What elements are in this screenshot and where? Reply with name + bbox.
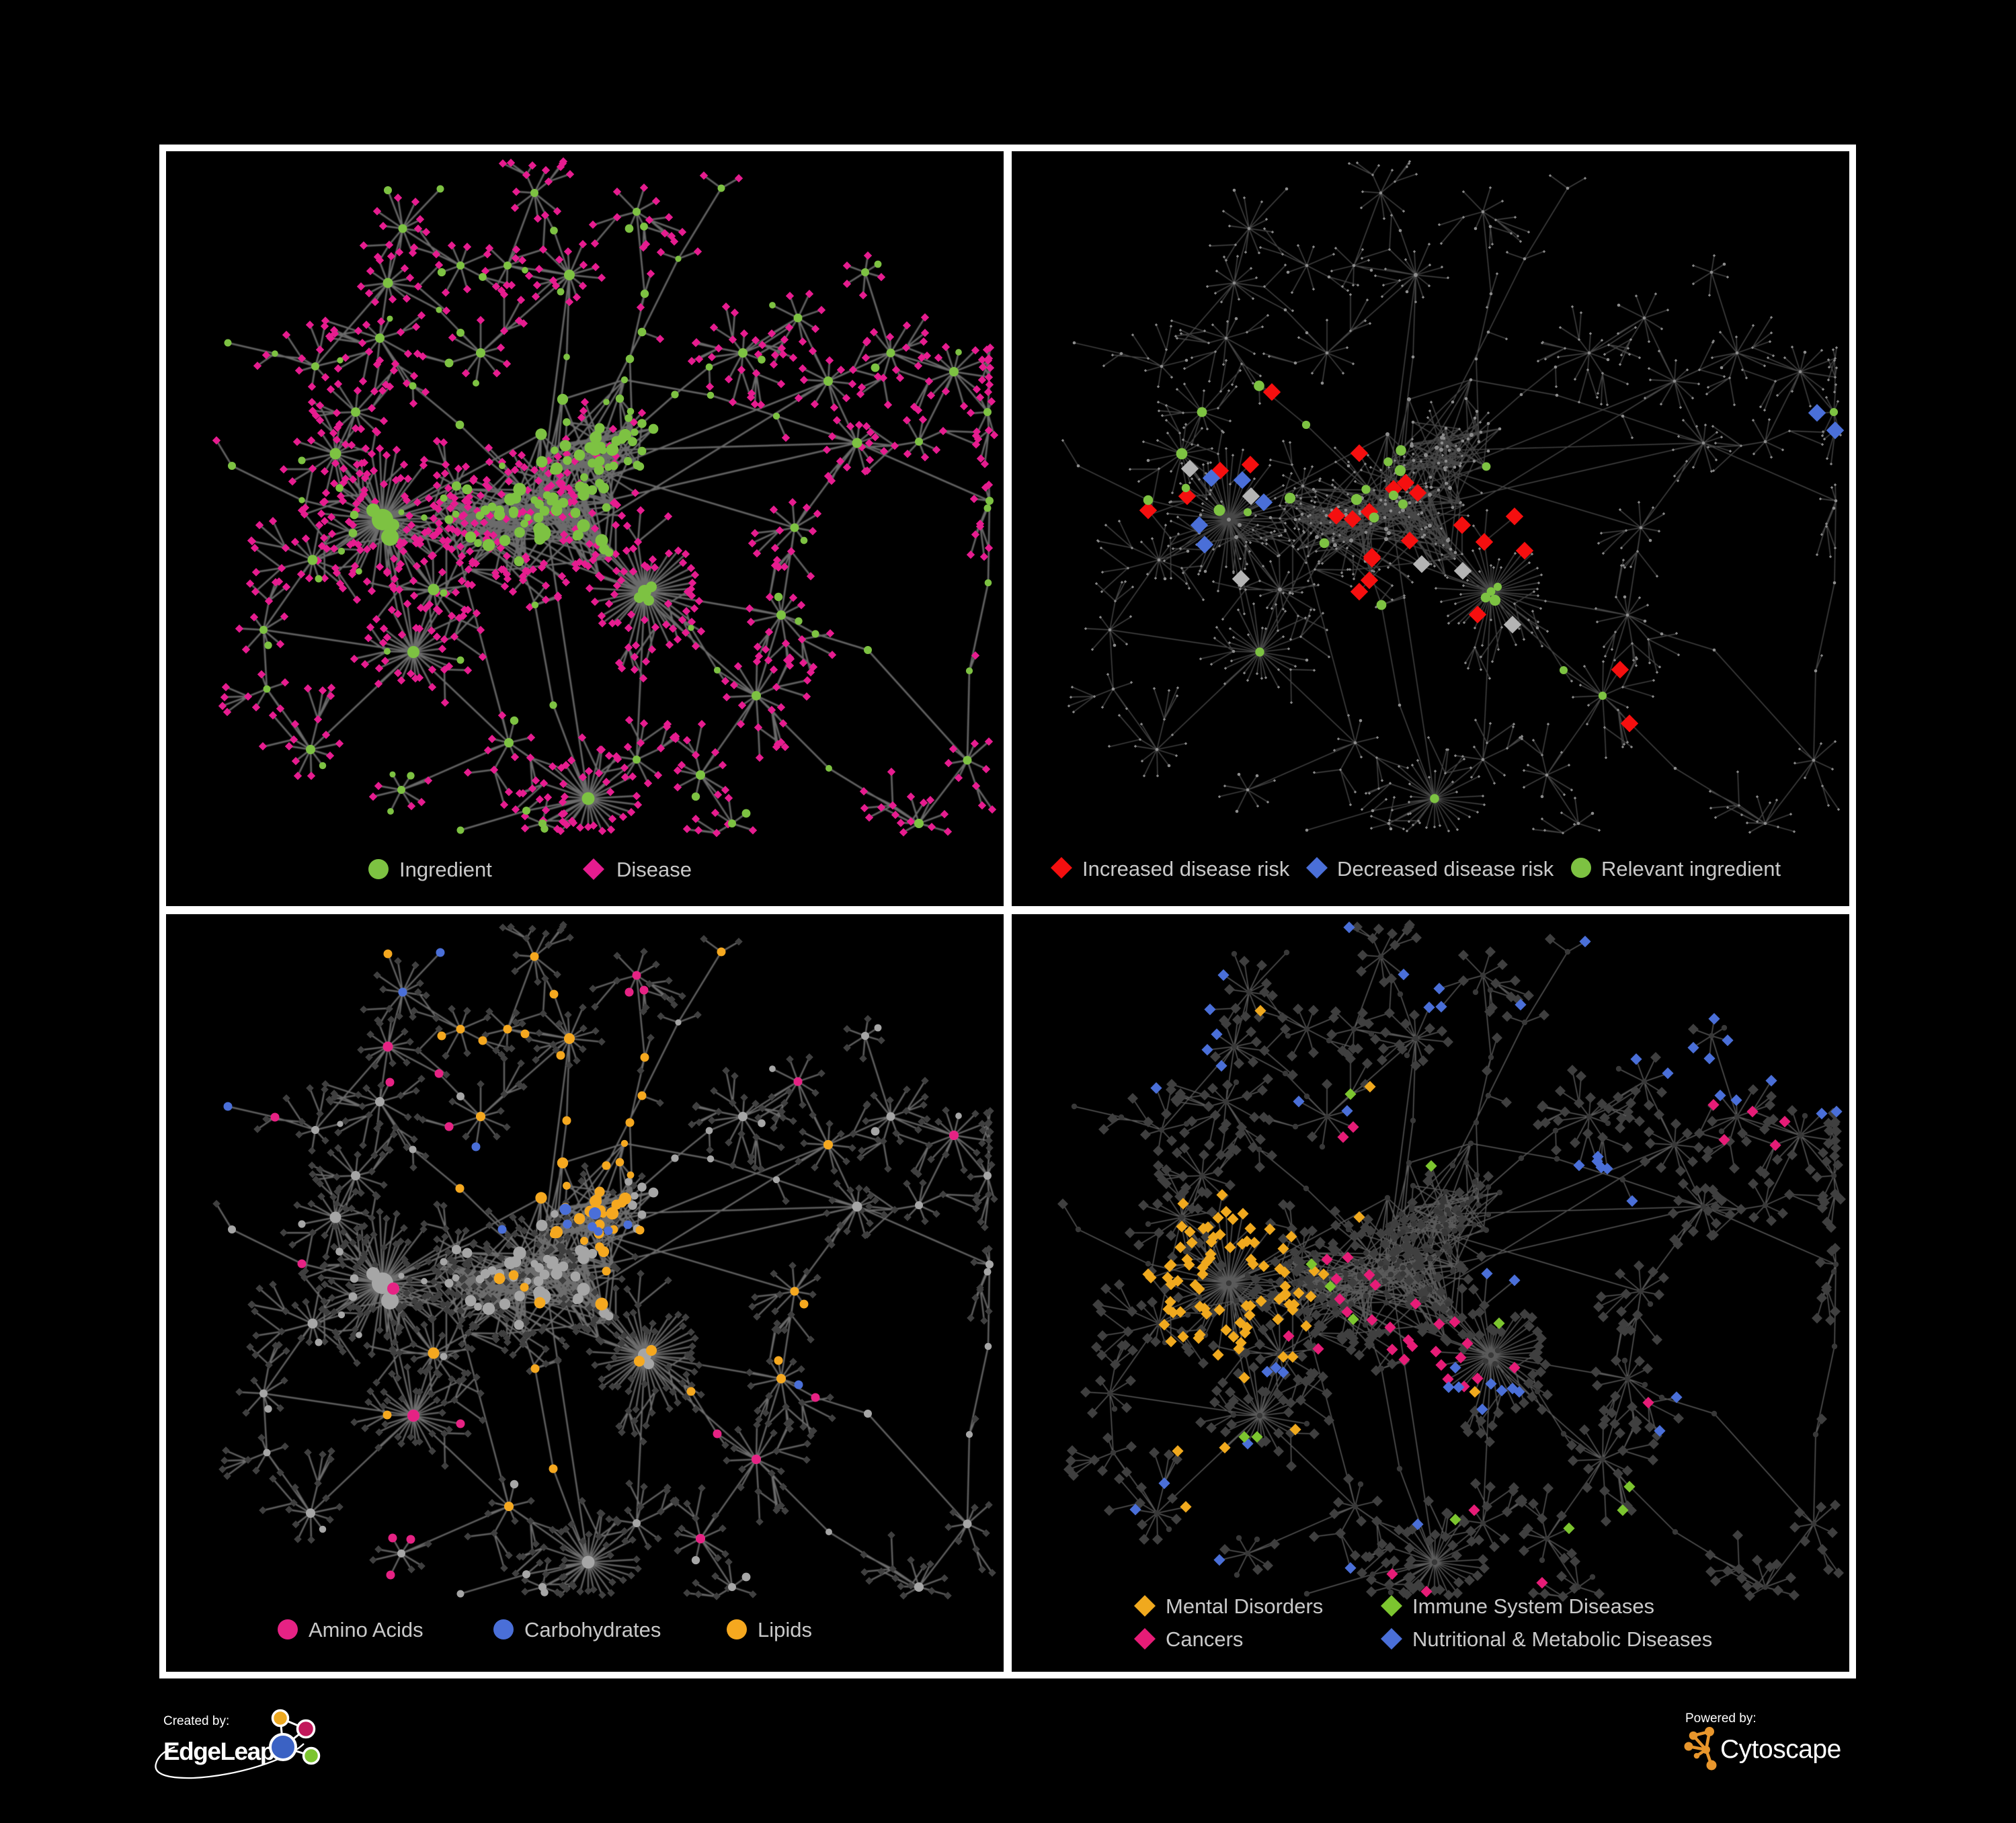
svg-text:Powered by:: Powered by: <box>1685 1711 1757 1726</box>
svg-text:Disease: Disease <box>616 858 692 881</box>
svg-text:Carbohydrates: Carbohydrates <box>524 1618 661 1642</box>
svg-text:Cytoscape: Cytoscape <box>1720 1735 1841 1764</box>
svg-text:Ingredient: Ingredient <box>399 858 492 881</box>
svg-text:Immune System Diseases: Immune System Diseases <box>1412 1594 1654 1618</box>
svg-text:Mental Disorders: Mental Disorders <box>1166 1594 1323 1618</box>
svg-text:Decreased disease risk: Decreased disease risk <box>1337 857 1554 881</box>
svg-text:Relevant ingredient: Relevant ingredient <box>1601 857 1781 881</box>
svg-text:Created by:: Created by: <box>163 1714 229 1728</box>
svg-text:EdgeLeap: EdgeLeap <box>163 1738 275 1765</box>
svg-text:Nutritional & Metabolic Diseas: Nutritional & Metabolic Diseases <box>1412 1627 1712 1651</box>
svg-text:Cancers: Cancers <box>1166 1627 1243 1651</box>
svg-text:Lipids: Lipids <box>758 1618 812 1642</box>
svg-text:Amino Acids: Amino Acids <box>309 1618 424 1642</box>
svg-text:Increased disease risk: Increased disease risk <box>1082 857 1290 881</box>
